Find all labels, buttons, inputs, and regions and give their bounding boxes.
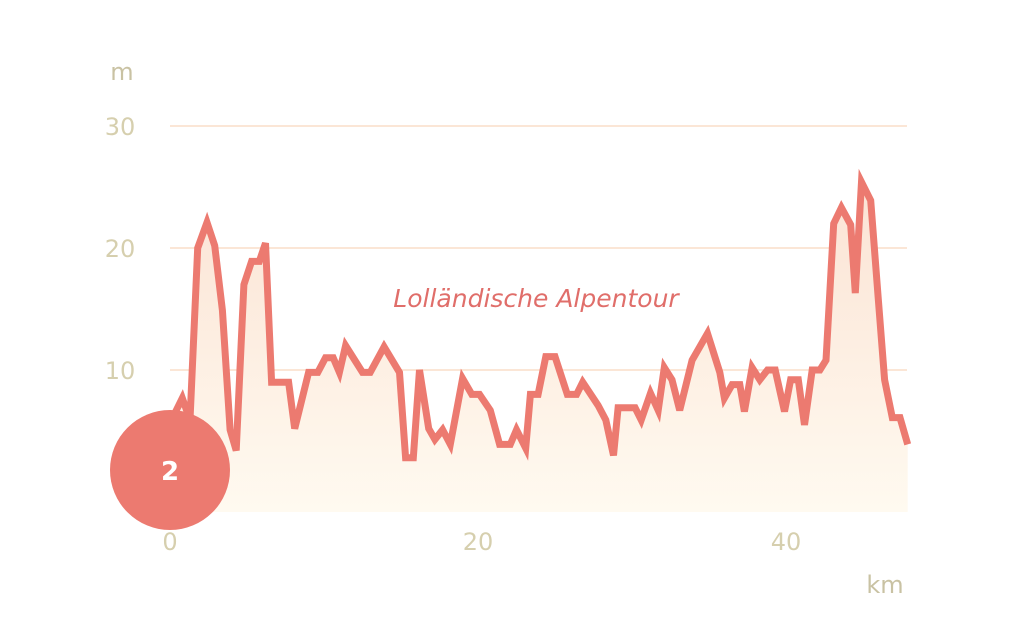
x-tick-label: 0 [162, 528, 177, 556]
y-tick-label: 10 [105, 357, 136, 385]
elevation-area [171, 182, 908, 512]
badge-circle [110, 410, 230, 530]
route-badge[interactable]: 2 [110, 410, 230, 530]
elevation-line [168, 168, 912, 462]
y-tick-label: 30 [105, 113, 136, 141]
x-tick-label: 40 [771, 528, 802, 556]
badge-label: 2 [161, 457, 179, 487]
y-tick-label: 20 [105, 235, 136, 263]
x-axis-label: km [866, 571, 903, 599]
x-tick-label: 20 [463, 528, 494, 556]
y-axis-label: m [110, 58, 133, 86]
chart-title: Lolländische Alpentour [393, 284, 680, 313]
